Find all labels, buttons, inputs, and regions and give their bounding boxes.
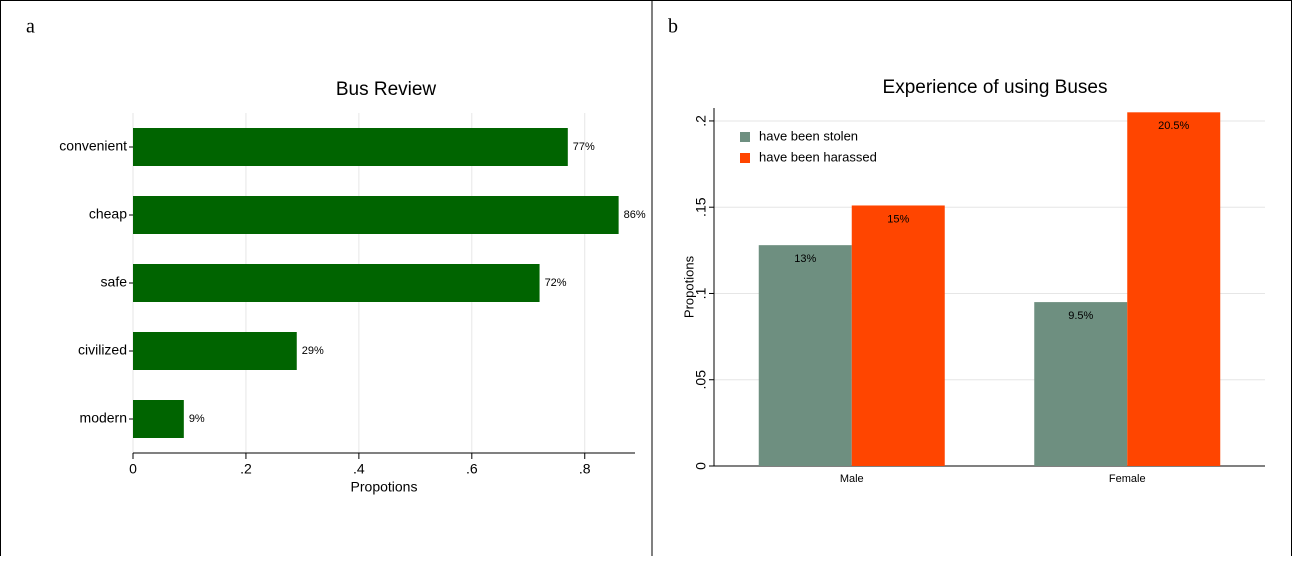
x-tick-label: .2 [240, 461, 252, 477]
y-tick-label: modern [80, 410, 127, 426]
bar [133, 264, 540, 302]
y-tick-label: .15 [693, 197, 709, 217]
x-tick-label: .6 [466, 461, 478, 477]
panel-label: a [26, 16, 35, 38]
bar [1127, 112, 1221, 466]
x-axis-label: Propotions [351, 479, 418, 495]
legend-label: have been harassed [759, 149, 877, 164]
y-tick-label: .05 [693, 370, 709, 390]
value-label: 9% [189, 413, 205, 425]
x-tick-label: .4 [353, 461, 365, 477]
y-tick-label: 0 [693, 462, 709, 470]
y-tick-label: .1 [693, 287, 709, 299]
legend-swatch [740, 153, 750, 163]
x-tick-label: Female [1109, 473, 1146, 485]
legend-label: have been stolen [759, 128, 858, 143]
value-label: 13% [794, 253, 816, 265]
value-label: 20.5% [1158, 120, 1189, 132]
x-tick-label: .8 [579, 461, 591, 477]
y-axis-label: Propotions [681, 255, 696, 318]
bar [133, 332, 297, 370]
value-label: 9.5% [1068, 310, 1093, 322]
y-tick-label: safe [101, 274, 128, 290]
y-tick-label: .2 [693, 115, 709, 127]
x-tick-label: 0 [129, 461, 137, 477]
value-label: 15% [887, 213, 909, 225]
bar [133, 196, 619, 234]
value-label: 29% [302, 345, 324, 357]
bar [1034, 302, 1128, 466]
y-tick-label: convenient [59, 138, 127, 154]
chart-title: Bus Review [336, 79, 437, 100]
panel-label: b [668, 16, 678, 38]
bar [133, 128, 568, 166]
value-label: 77% [573, 141, 595, 153]
bar [851, 205, 945, 466]
y-tick-label: cheap [89, 206, 127, 222]
bar [758, 245, 852, 466]
legend-swatch [740, 132, 750, 142]
value-label: 72% [545, 277, 567, 289]
chart-title: Experience of using Buses [883, 77, 1108, 98]
value-label: 86% [624, 209, 646, 221]
x-tick-label: Male [840, 473, 864, 485]
y-tick-label: civilized [78, 342, 127, 358]
bar [133, 400, 184, 438]
